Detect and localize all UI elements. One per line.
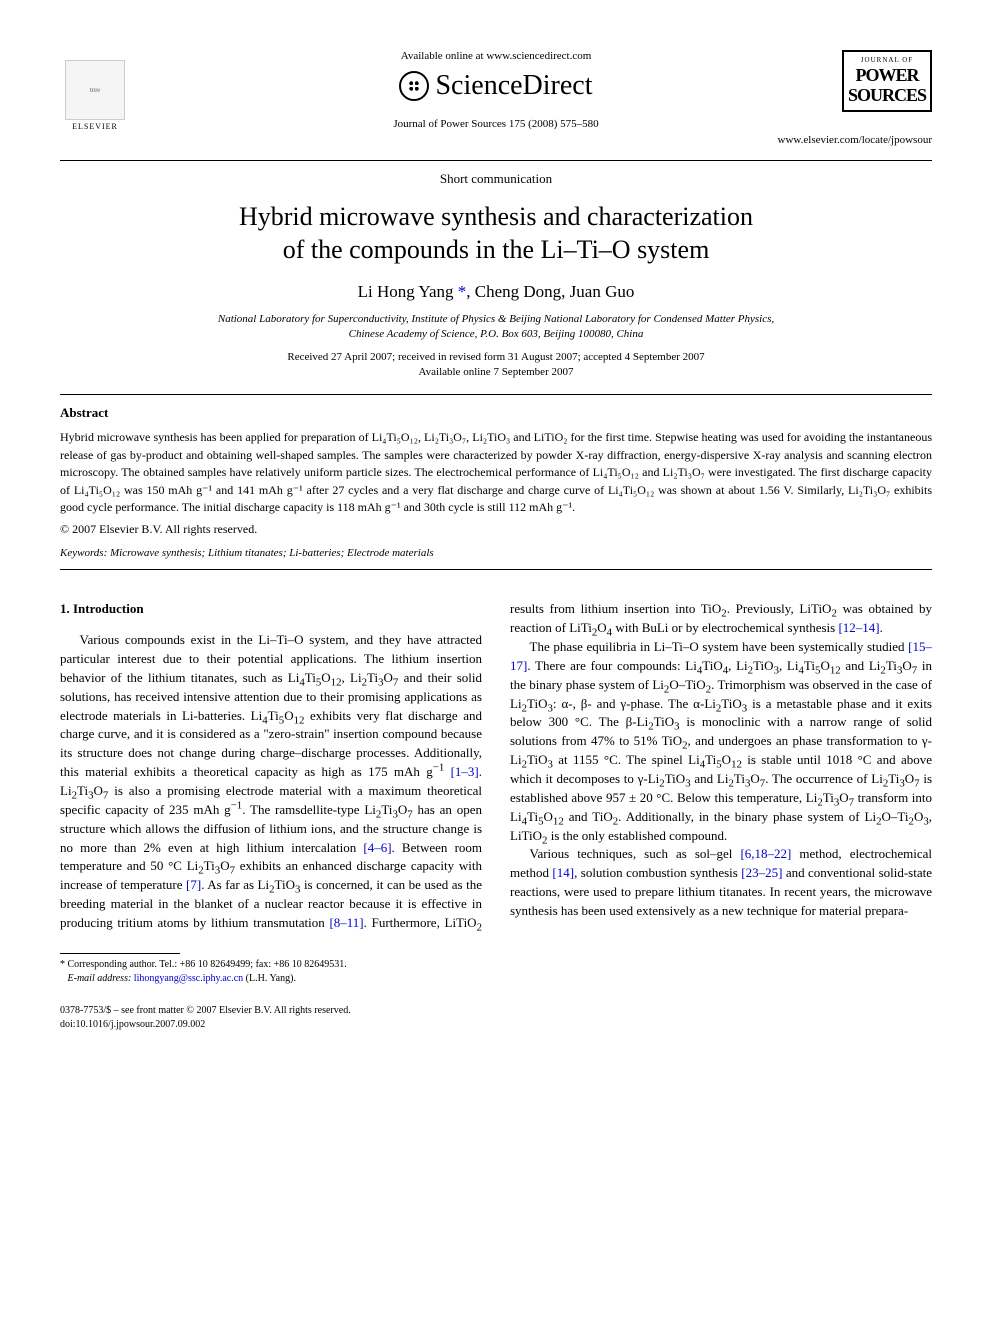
- article-type: Short communication: [60, 171, 932, 187]
- ref-link[interactable]: [1–3]: [451, 764, 479, 779]
- section-heading-intro: 1. Introduction: [60, 600, 482, 619]
- corresponding-footnote: * Corresponding author. Tel.: +86 10 826…: [60, 958, 932, 986]
- ref-link[interactable]: [7]: [186, 877, 201, 892]
- ref-link[interactable]: [23–25]: [741, 865, 782, 880]
- dates-line2: Available online 7 September 2007: [419, 366, 574, 378]
- ref-link[interactable]: [12–14]: [838, 620, 879, 635]
- affiliation-line2: Chinese Academy of Science, P.O. Box 603…: [349, 328, 644, 340]
- title-line1: Hybrid microwave synthesis and character…: [239, 202, 753, 231]
- header-rule: [60, 160, 932, 161]
- dates-line1: Received 27 April 2007; received in revi…: [287, 351, 704, 363]
- affiliation-line1: National Laboratory for Superconductivit…: [218, 313, 774, 325]
- intro-para-2: The phase equilibria in Li–Ti–O system h…: [510, 638, 932, 845]
- footer-meta: 0378-7753/$ – see front matter © 2007 El…: [60, 1004, 932, 1032]
- email-label: E-mail address:: [68, 973, 132, 984]
- journal-url[interactable]: www.elsevier.com/locate/jpowsour: [60, 134, 932, 146]
- abstract-heading: Abstract: [60, 405, 932, 421]
- author-list: Li Hong Yang *, Cheng Dong, Juan Guo: [60, 282, 932, 302]
- keywords-list: Microwave synthesis; Lithium titanates; …: [110, 547, 434, 559]
- availability-line: Available online at www.sciencedirect.co…: [60, 50, 932, 62]
- corr-author-line: * Corresponding author. Tel.: +86 10 826…: [60, 959, 347, 970]
- title-line2: of the compounds in the Li–Ti–O system: [283, 235, 710, 264]
- abstract-top-rule: [60, 394, 932, 395]
- abstract-text: Hybrid microwave synthesis has been appl…: [60, 429, 932, 516]
- article-dates: Received 27 April 2007; received in revi…: [60, 350, 932, 381]
- ref-link[interactable]: [14]: [552, 865, 574, 880]
- sciencedirect-icon: [399, 71, 429, 101]
- intro-para-3: Various techniques, such as sol–gel [6,1…: [510, 845, 932, 920]
- page-footer: * Corresponding author. Tel.: +86 10 826…: [60, 953, 932, 1032]
- journal-logo-box: JOURNAL OF POWER SOURCES: [842, 50, 932, 112]
- body-columns: 1. Introduction Various compounds exist …: [60, 600, 932, 932]
- abstract-bottom-rule: [60, 569, 932, 570]
- sciencedirect-brand: ScienceDirect: [435, 70, 592, 102]
- copyright-line: © 2007 Elsevier B.V. All rights reserved…: [60, 522, 932, 537]
- journal-title-logo: POWER SOURCES: [848, 66, 926, 104]
- ref-link[interactable]: [8–11]: [329, 915, 363, 930]
- keywords-label: Keywords:: [60, 547, 107, 559]
- citation-line: Journal of Power Sources 175 (2008) 575–…: [60, 118, 932, 130]
- sciencedirect-logo-block: ScienceDirect: [60, 70, 932, 106]
- journal-logo-line2: SOURCES: [848, 86, 926, 104]
- keywords: Keywords: Microwave synthesis; Lithium t…: [60, 547, 932, 559]
- doi-line: doi:10.1016/j.jpowsour.2007.09.002: [60, 1019, 205, 1030]
- affiliation: National Laboratory for Superconductivit…: [60, 312, 932, 342]
- ref-link[interactable]: [15–17]: [510, 639, 932, 673]
- corresponding-mark: *: [454, 282, 467, 301]
- elsevier-tree-icon: tree: [65, 60, 125, 120]
- email-tail: (L.H. Yang).: [246, 973, 296, 984]
- article-title: Hybrid microwave synthesis and character…: [60, 201, 932, 266]
- page-header: tree ELSEVIER JOURNAL OF POWER SOURCES A…: [60, 50, 932, 570]
- journal-subtitle: JOURNAL OF: [848, 56, 926, 64]
- author-email[interactable]: lihongyang@ssc.iphy.ac.cn: [134, 973, 243, 984]
- footnote-rule: [60, 953, 180, 954]
- journal-logo-line1: POWER: [848, 66, 926, 84]
- ref-link[interactable]: [4–6]: [363, 840, 391, 855]
- issn-line: 0378-7753/$ – see front matter © 2007 El…: [60, 1005, 351, 1016]
- ref-link[interactable]: [6,18–22]: [740, 846, 791, 861]
- elsevier-text: ELSEVIER: [60, 122, 130, 131]
- elsevier-logo: tree ELSEVIER: [60, 60, 130, 131]
